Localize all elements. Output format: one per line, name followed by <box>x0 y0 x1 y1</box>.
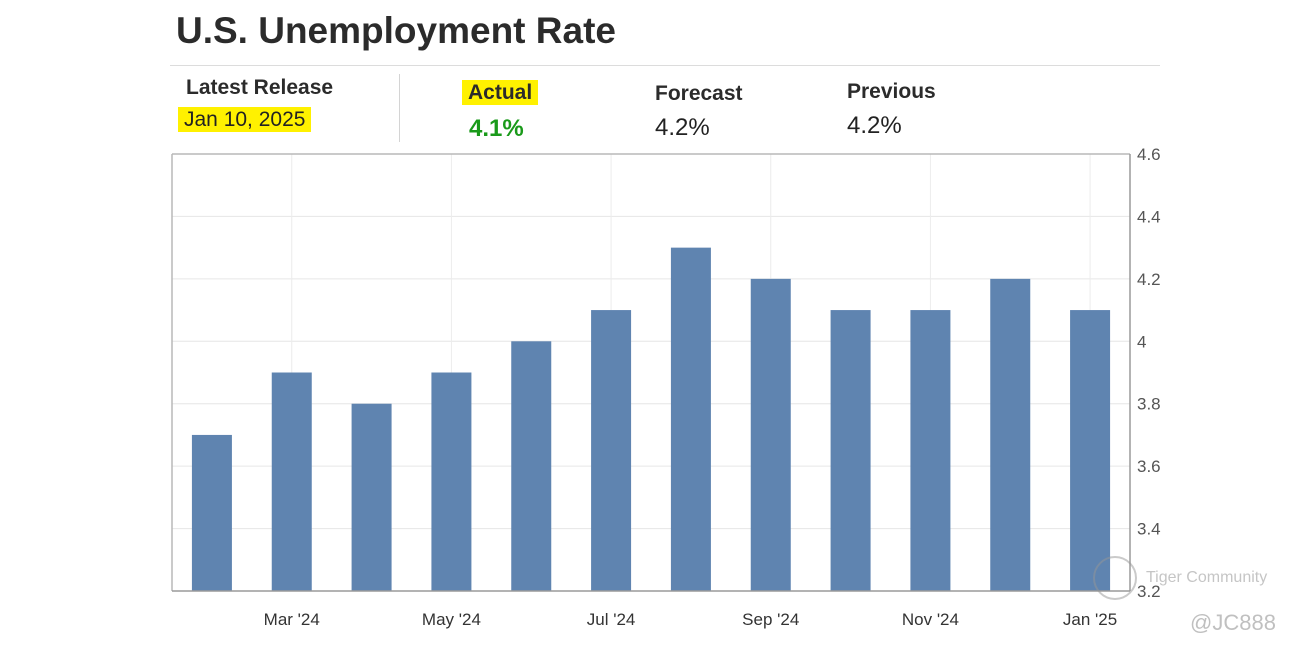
bar <box>191 434 232 591</box>
bar <box>511 341 552 591</box>
bar <box>990 278 1031 591</box>
actual-value: 4.1% <box>469 115 524 142</box>
watermark-handle: @JC888 <box>1190 610 1276 635</box>
y-tick-label: 4.6 <box>1137 145 1161 164</box>
previous-label: Previous <box>847 80 936 103</box>
y-tick-label: 4.4 <box>1137 207 1161 226</box>
bar <box>750 278 791 591</box>
y-tick-label: 3.4 <box>1137 520 1161 539</box>
stats-divider <box>399 74 400 142</box>
y-tick-label: 4.2 <box>1137 270 1161 289</box>
page-title: U.S. Unemployment Rate <box>176 10 616 51</box>
previous-value: 4.2% <box>847 112 902 139</box>
plot-area <box>172 154 1130 591</box>
bar <box>591 310 632 591</box>
watermark-brand: Tiger Community <box>1146 569 1268 586</box>
actual-label: Actual <box>462 80 539 105</box>
forecast-value: 4.2% <box>655 114 710 141</box>
bar <box>670 247 711 591</box>
bar <box>830 310 871 591</box>
x-tick-label: May '24 <box>422 610 481 629</box>
y-tick-label: 4 <box>1137 332 1146 351</box>
x-tick-label: Mar '24 <box>264 610 320 629</box>
bar <box>431 372 472 591</box>
x-tick-label: Sep '24 <box>742 610 799 629</box>
x-tick-label: Nov '24 <box>902 610 959 629</box>
bar <box>1070 310 1111 591</box>
latest-release-label: Latest Release <box>186 76 334 99</box>
bar <box>351 403 392 591</box>
latest-release-date: Jan 10, 2025 <box>178 107 312 132</box>
forecast-label: Forecast <box>655 82 743 105</box>
x-tick-label: Jan '25 <box>1063 610 1117 629</box>
x-tick-label: Jul '24 <box>587 610 636 629</box>
actual-label-text: Actual <box>462 80 539 105</box>
header-divider <box>170 65 1160 66</box>
watermark-logo-icon <box>1093 556 1137 600</box>
bar <box>271 372 312 591</box>
y-tick-label: 3.2 <box>1137 582 1161 601</box>
y-tick-label: 3.6 <box>1137 457 1161 476</box>
y-tick-label: 3.8 <box>1137 395 1161 414</box>
latest-release-value: Jan 10, 2025 <box>178 107 312 132</box>
bar <box>910 310 951 591</box>
